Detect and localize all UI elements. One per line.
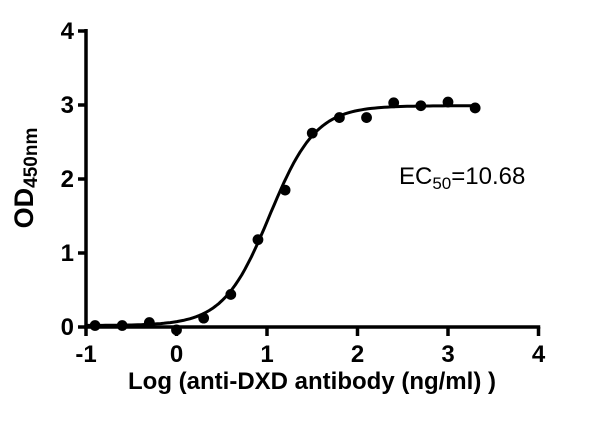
- data-point: [306, 127, 318, 139]
- y-tick-label: 4: [61, 18, 75, 45]
- fit-curve: [84, 104, 477, 327]
- data-point: [415, 100, 427, 112]
- data-point: [116, 320, 128, 331]
- x-axis-title: Log (anti-DXD antibody (ng/ml) ): [128, 368, 496, 395]
- data-point: [198, 312, 210, 324]
- data-point: [171, 324, 182, 336]
- data-point: [252, 234, 264, 246]
- ec50-prefix: EC: [399, 163, 433, 190]
- data-point: [469, 102, 481, 114]
- ec50-annotation: EC50=10.68: [399, 163, 525, 194]
- data-point: [388, 97, 400, 109]
- data-point: [361, 112, 372, 123]
- y-axis-title-subscript: 450nm: [21, 127, 43, 188]
- x-tick-label: -1: [75, 341, 96, 368]
- data-point: [143, 317, 155, 328]
- data-point: [279, 184, 291, 196]
- y-axis-title: OD450nm: [9, 128, 43, 229]
- data-point: [225, 289, 237, 300]
- data-point: [89, 320, 101, 331]
- y-tick-label: 0: [61, 314, 74, 341]
- ec50-value: =10.68: [451, 163, 526, 190]
- x-tick-label: 1: [260, 341, 273, 368]
- y-axis-title-main: OD: [8, 187, 39, 229]
- x-tick-label: 0: [170, 341, 183, 368]
- y-tick-label: 1: [61, 240, 74, 267]
- x-tick-label: 4: [532, 341, 546, 368]
- x-tick-label: 2: [351, 341, 364, 368]
- y-tick-label: 2: [61, 166, 74, 193]
- data-point: [334, 112, 345, 123]
- y-tick-label: 3: [61, 92, 74, 119]
- x-tick-label: 3: [441, 341, 454, 368]
- ec50-subscript: 50: [432, 173, 452, 193]
- data-point: [442, 96, 454, 108]
